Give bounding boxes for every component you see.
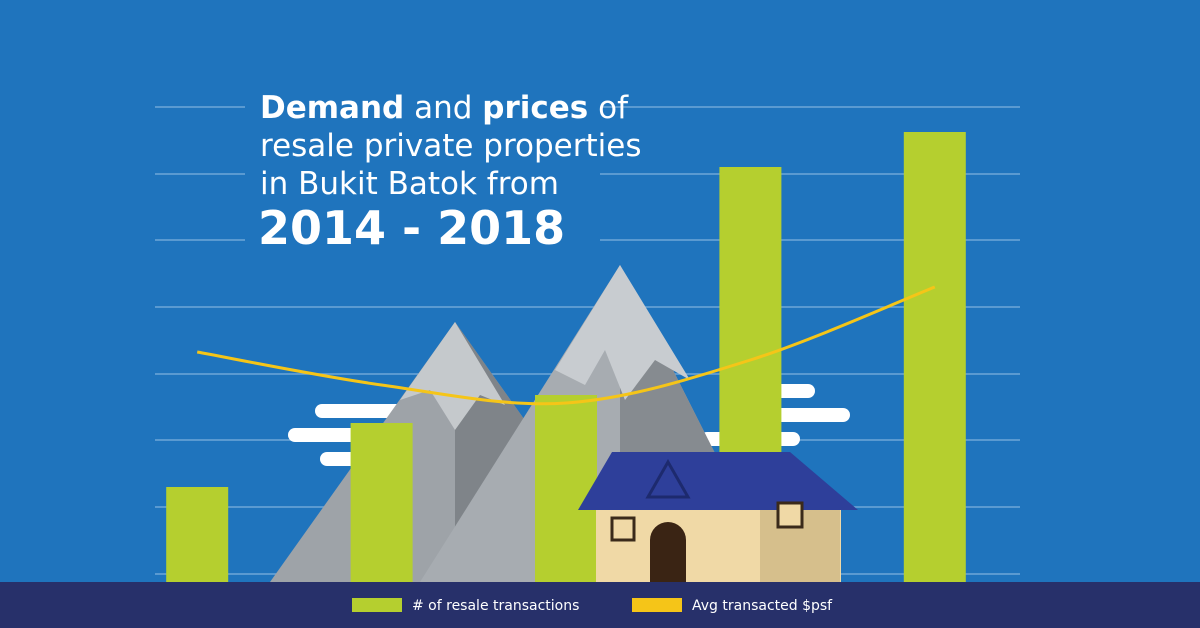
title-line: Demand and prices of xyxy=(260,90,629,126)
house xyxy=(578,452,858,582)
bar xyxy=(535,395,597,582)
house-window xyxy=(776,501,804,529)
legend-swatch xyxy=(352,598,402,612)
bar xyxy=(166,487,229,582)
line xyxy=(196,285,936,406)
legend-label: # of resale transactions xyxy=(412,598,579,614)
mountain-snow xyxy=(555,265,690,400)
mountain-snow xyxy=(400,322,505,430)
title-years: 2014 - 2018 xyxy=(258,201,565,255)
house-window-roof xyxy=(645,458,691,499)
title-line: in Bukit Batok from xyxy=(260,166,559,202)
title-bold: prices xyxy=(482,90,588,126)
title: Demand and prices of resale private prop… xyxy=(258,90,641,255)
house-window xyxy=(610,516,636,542)
legend: # of resale transactions Avg transacted $… xyxy=(352,598,833,614)
lines xyxy=(196,285,936,406)
legend-label: Avg transacted $psf xyxy=(692,598,833,614)
house-door xyxy=(650,522,686,582)
title-text: of xyxy=(598,90,629,126)
bar xyxy=(350,423,413,582)
title-line: resale private properties xyxy=(260,128,641,164)
legend-swatch xyxy=(632,598,682,612)
title-text: and xyxy=(414,90,472,126)
bar xyxy=(903,132,966,582)
footer xyxy=(0,582,1200,628)
title-bold: Demand xyxy=(260,90,404,126)
title-backdrop xyxy=(245,88,600,258)
